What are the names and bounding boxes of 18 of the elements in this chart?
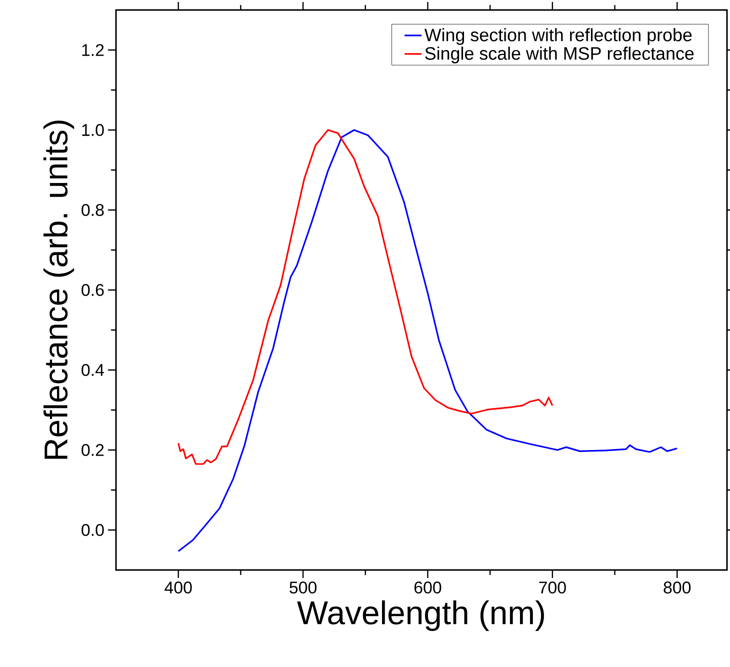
y-tick-label: 0.2	[82, 444, 104, 456]
y-tick-label: 0.0	[82, 524, 104, 536]
legend-label: Single scale with MSP reflectance	[425, 46, 694, 64]
line-series	[178, 129, 678, 552]
legend-label: Wing section with reflection probe	[424, 28, 692, 45]
x-tick-label: 800	[664, 582, 691, 594]
y-tick-label: 0.6	[82, 284, 104, 296]
line-series	[178, 129, 554, 465]
y-tick-label: 1.0	[82, 124, 104, 136]
y-axis-title: Reflectance (arb. units)	[43, 120, 74, 459]
y-tick-label: 1.2	[82, 44, 104, 56]
x-axis-title: Wavelength (nm)	[297, 600, 544, 632]
y-tick-label: 0.8	[82, 204, 104, 216]
y-tick-label: 0.4	[82, 364, 104, 376]
x-tick-label: 600	[414, 582, 442, 594]
x-tick-label: 500	[290, 582, 317, 594]
x-tick-label: 700	[539, 582, 566, 594]
x-tick-label: 400	[164, 582, 192, 594]
